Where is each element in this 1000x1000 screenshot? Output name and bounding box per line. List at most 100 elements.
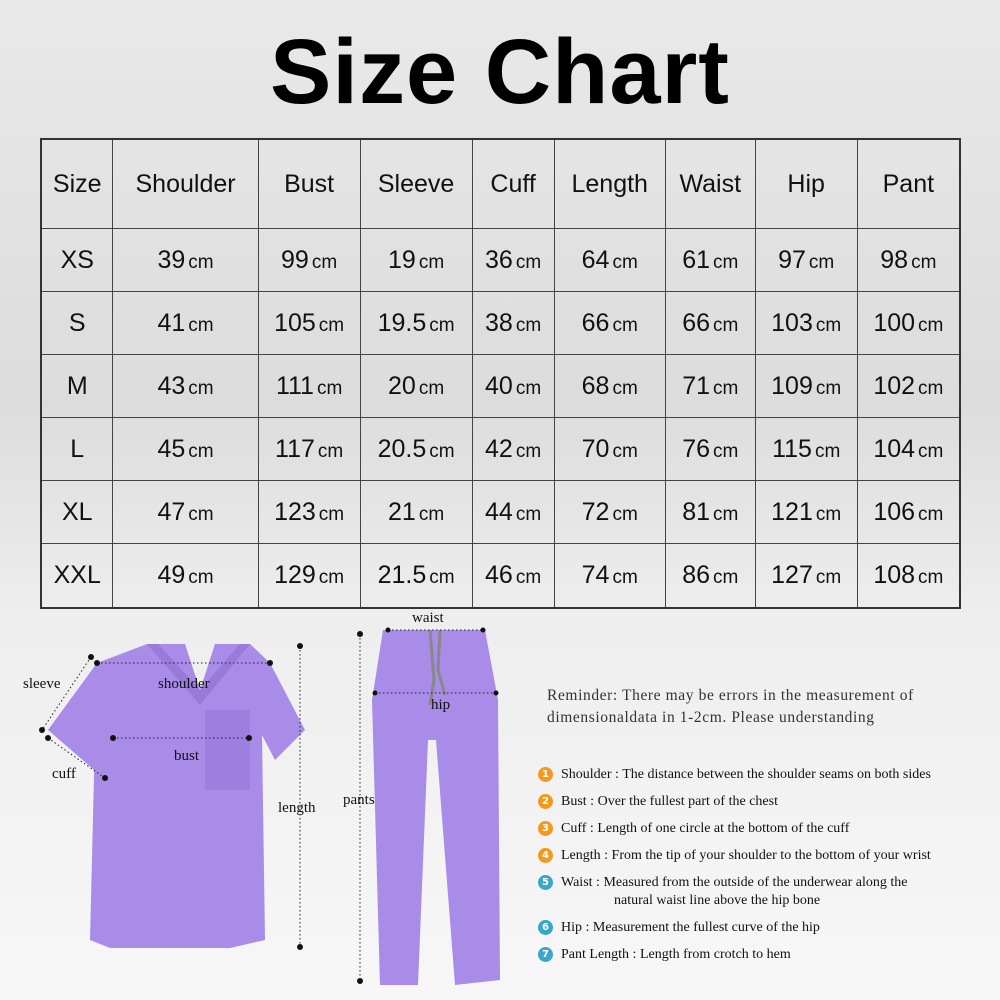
measurement-cell: 21.5 cm	[359, 543, 473, 609]
cell-value: 106	[873, 497, 916, 526]
measurement-cell: 117 cm	[257, 417, 361, 482]
cell-value: 74	[581, 561, 610, 590]
measurement-cell: 20.5 cm	[359, 417, 473, 482]
cell-unit: cm	[311, 251, 338, 273]
measurement-cell: 115 cm	[754, 417, 858, 482]
measurement-cell: 39 cm	[112, 227, 259, 293]
cell-unit: cm	[515, 314, 542, 336]
label-waist: waist	[412, 610, 444, 626]
measurement-cell: 109 cm	[754, 354, 858, 419]
cell-unit: cm	[815, 377, 842, 399]
note-text: The distance between the shoulder seams …	[622, 767, 931, 782]
measurement-notes: 1 Shoulder : The distance between the sho…	[538, 766, 931, 973]
cell-value: 127	[771, 561, 813, 590]
measurement-cell: 81 cm	[664, 480, 756, 545]
number-badge-icon: 6	[538, 920, 553, 935]
cell-unit: cm	[515, 440, 542, 462]
measurement-cell: 45 cm	[112, 417, 259, 482]
number-badge-icon: 7	[538, 947, 553, 962]
note-item: 3 Cuff : Length of one circle at the bott…	[538, 820, 931, 838]
note-text: Length of one circle at the bottom of th…	[597, 821, 850, 836]
measurement-cell: 20 cm	[359, 354, 473, 419]
measurement-cell: 76 cm	[664, 417, 756, 482]
measurement-cell: 19 cm	[359, 227, 473, 293]
cell-unit: cm	[429, 314, 455, 336]
measurement-cell: 99 cm	[257, 227, 361, 293]
column-header: Shoulder	[112, 138, 259, 229]
cell-value: S	[68, 308, 86, 337]
cell-unit: cm	[418, 377, 445, 399]
cell-value: 102	[873, 371, 916, 400]
label-sleeve: sleeve	[23, 676, 61, 692]
cell-unit: cm	[815, 314, 842, 336]
cell-unit: cm	[612, 314, 638, 336]
size-cell: XL	[40, 480, 114, 545]
cell-value: 36	[485, 245, 513, 274]
measurement-cell: 104 cm	[856, 417, 961, 482]
cell-unit: cm	[911, 251, 937, 273]
note-term: Length :	[561, 848, 609, 863]
cell-value: 46	[485, 561, 513, 590]
note-text-continued: natural waist line above the hip bone	[614, 893, 821, 908]
cell-unit: cm	[815, 503, 842, 525]
measurement-cell: 97 cm	[754, 227, 858, 293]
cell-unit: cm	[515, 567, 542, 589]
cell-value: 97	[778, 245, 806, 274]
measurement-cell: 68 cm	[553, 354, 666, 419]
cell-value: 117	[275, 434, 315, 463]
measure-dots	[39, 627, 499, 984]
measurement-cell: 86 cm	[664, 543, 756, 609]
cell-value: 70	[581, 434, 610, 463]
cell-unit: cm	[612, 251, 638, 273]
note-text: Length from crotch to hem	[639, 947, 791, 962]
note-item: 6 Hip : Measurement the fullest curve of …	[538, 919, 931, 937]
cell-unit: cm	[429, 440, 455, 462]
cell-unit: cm	[188, 314, 214, 336]
measure-lines	[41, 629, 496, 981]
measurement-cell: 105 cm	[257, 291, 361, 356]
cell-value: 105	[274, 308, 316, 337]
note-term: Waist :	[561, 875, 600, 890]
measurement-cell: 38 cm	[471, 291, 555, 356]
measurement-cell: 64 cm	[553, 227, 666, 293]
size-cell: XS	[40, 227, 114, 293]
cell-value: 41	[157, 308, 186, 337]
note-item: 7 Pant Length : Length from crotch to hem	[538, 946, 931, 964]
cell-unit: cm	[188, 251, 214, 273]
table-row: M 43 cm 111 cm 20 cm 40 cm 68 cm 71 cm 109 cm 102 cm	[40, 354, 961, 419]
cell-unit: cm	[713, 251, 739, 273]
note-item: 1 Shoulder : The distance between the sho…	[538, 766, 931, 784]
cell-value: 21	[388, 497, 416, 526]
number-badge-icon: 4	[538, 848, 553, 863]
cell-value: XS	[60, 245, 94, 274]
cell-value: 66	[581, 308, 610, 337]
cell-value: 129	[274, 561, 316, 590]
label-cuff: cuff	[52, 766, 76, 782]
measurement-cell: 66 cm	[553, 291, 666, 356]
label-hip: hip	[431, 697, 451, 713]
measurement-cell: 43 cm	[112, 354, 259, 419]
cell-value: 71	[682, 371, 710, 400]
size-cell: L	[40, 417, 114, 482]
cell-unit: cm	[188, 567, 214, 589]
cell-value: 103	[771, 308, 813, 337]
column-header: Bust	[257, 138, 361, 229]
column-header: Waist	[664, 138, 756, 229]
cell-unit: cm	[429, 567, 455, 589]
number-badge-icon: 1	[538, 767, 553, 782]
note-text: From the tip of your shoulder to the bot…	[611, 848, 931, 863]
column-header: Sleeve	[359, 138, 473, 229]
header-row: Size Shoulder Bust Sleeve Cuff Length Waist Hip…	[40, 138, 961, 229]
note-item: 5 Waist : Measured from the outside of th…	[538, 874, 931, 910]
cell-value: 21.5	[377, 561, 427, 590]
cell-value: 98	[880, 245, 909, 274]
cell-value: 100	[873, 308, 916, 337]
cell-value: 72	[581, 497, 610, 526]
measurement-cell: 47 cm	[112, 480, 259, 545]
cell-unit: cm	[515, 503, 542, 525]
cell-value: XXL	[53, 561, 101, 590]
table-row: L 45 cm 117 cm 20.5 cm 42 cm 70 cm 76 cm 115 cm 104 cm	[40, 417, 961, 482]
cell-unit: cm	[713, 314, 739, 336]
cell-unit: cm	[188, 440, 214, 462]
measurement-cell: 40 cm	[471, 354, 555, 419]
